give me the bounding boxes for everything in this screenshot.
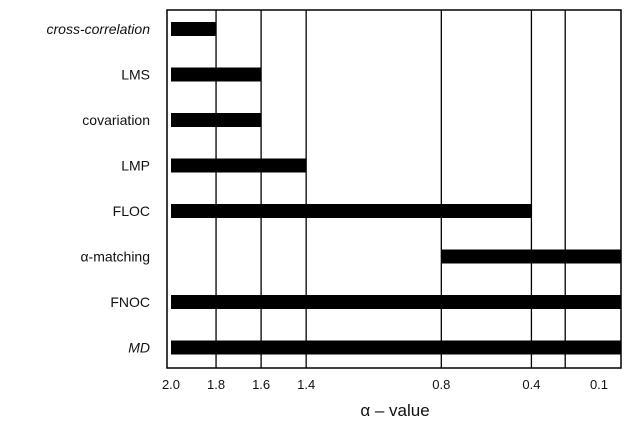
range-bar <box>171 113 262 127</box>
x-tick-label: 1.4 <box>297 377 315 392</box>
category-label: MD <box>128 340 150 356</box>
category-label: LMP <box>121 158 150 174</box>
category-label: LMS <box>121 67 150 83</box>
range-bar <box>171 204 532 218</box>
x-tick-label: 0.4 <box>522 377 540 392</box>
category-label: covariation <box>82 112 150 128</box>
x-tick-label: 0.1 <box>590 377 608 392</box>
category-label: FNOC <box>110 294 150 310</box>
category-labels: cross-correlation LMS covariation LMP FLOC α-… <box>47 21 151 356</box>
category-label: cross-correlation <box>47 21 151 37</box>
x-tick-label: 0.8 <box>432 377 450 392</box>
x-tick-label: 1.6 <box>252 377 270 392</box>
x-tick-label: 1.8 <box>207 377 225 392</box>
category-label: α-matching <box>80 249 150 265</box>
range-bar <box>171 22 217 36</box>
range-bar <box>441 249 621 264</box>
range-bar <box>171 295 621 309</box>
x-axis-title: α – value <box>360 401 429 420</box>
range-bar <box>171 158 307 173</box>
x-tick-label: 2.0 <box>162 377 180 392</box>
range-bar <box>171 340 621 355</box>
range-bars <box>171 22 621 355</box>
category-label: FLOC <box>113 203 150 219</box>
range-bar <box>171 67 262 82</box>
plot-frame <box>166 9 622 369</box>
grid-lines <box>215 10 566 368</box>
x-axis-ticks: 2.0 1.8 1.6 1.4 0.8 0.4 0.1 <box>162 377 608 392</box>
